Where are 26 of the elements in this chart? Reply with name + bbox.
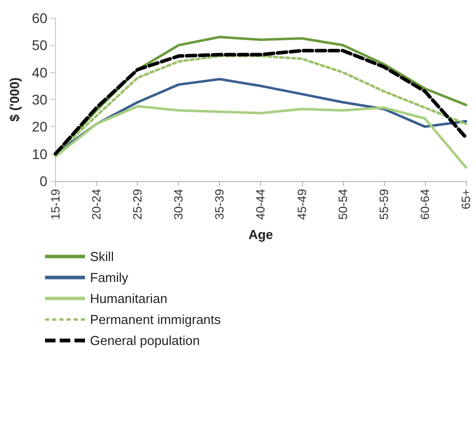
y-tick-label: 30 (32, 92, 48, 108)
legend-label: General population (90, 333, 200, 348)
y-axis-title: $ ('000) (7, 77, 22, 122)
x-tick-label: 20-24 (90, 188, 104, 220)
x-tick-label: 60-64 (418, 188, 432, 220)
y-tick-label: 40 (32, 64, 48, 80)
x-tick-label: 65+ (459, 189, 473, 210)
y-tick-label: 0 (40, 173, 48, 189)
x-tick-label: 40-44 (254, 188, 268, 220)
y-tick-label: 50 (32, 37, 48, 54)
y-tick-label: 20 (32, 118, 48, 135)
legend-label: Permanent immigrants (90, 312, 222, 327)
legend-label: Humanitarian (90, 291, 168, 306)
line-series (54, 105, 468, 169)
y-tick-label: 10 (32, 146, 48, 162)
x-tick-label: 35-39 (212, 188, 227, 220)
x-tick-label: 45-49 (294, 188, 309, 220)
x-tick-label: 30-34 (172, 188, 186, 220)
x-tick-label: 50-54 (336, 188, 350, 220)
x-tick-label: 55-59 (376, 188, 391, 220)
x-tick-label: 15-19 (48, 188, 62, 220)
legend-label: Family (90, 270, 129, 285)
x-axis-title: Age (248, 227, 274, 242)
y-tick-label: 60 (32, 10, 48, 26)
x-tick-label: 25-29 (130, 188, 145, 220)
legend-label: Skill (90, 249, 114, 264)
